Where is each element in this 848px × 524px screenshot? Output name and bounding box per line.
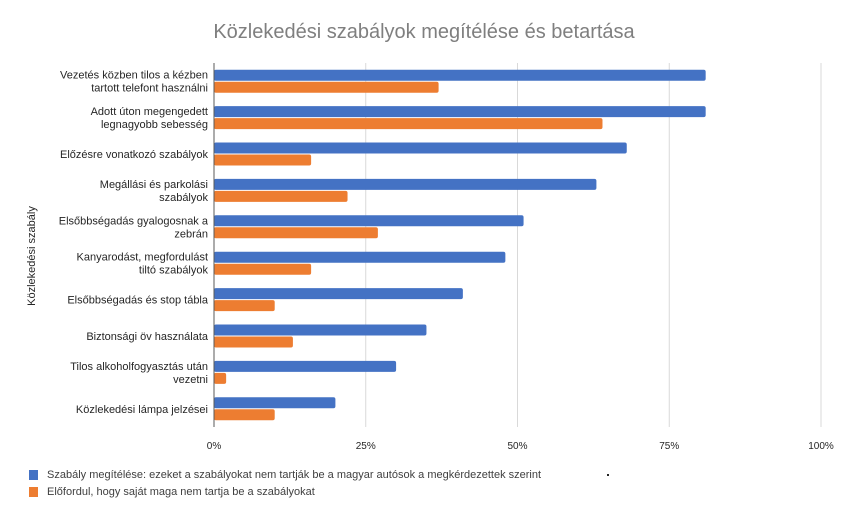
category-label: Előzésre vonatkozó szabályok (60, 149, 208, 161)
stray-dot (607, 474, 609, 476)
category-label: Tilos alkoholfogyasztás után (70, 361, 208, 373)
category-label: zebrán (174, 228, 208, 240)
x-tick-label: 0% (207, 441, 222, 452)
bar-series-1[interactable] (214, 69, 706, 81)
bar-series-2[interactable] (214, 300, 275, 312)
bar-series-1[interactable] (214, 397, 336, 409)
x-tick-label: 50% (507, 441, 527, 452)
legend-swatch-orange (29, 486, 38, 497)
category-label: szabályok (159, 192, 208, 204)
category-label: Elsőbbségadás és stop tábla (67, 295, 209, 307)
category-label: Kanyarodást, megfordulást (77, 252, 208, 264)
bar-series-2[interactable] (214, 154, 312, 166)
bar-series-2[interactable] (214, 263, 312, 275)
category-label: tartott telefont használni (91, 83, 208, 95)
bar-series-2[interactable] (214, 372, 227, 384)
bar-series-2[interactable] (214, 409, 275, 421)
bar-series-2[interactable] (214, 336, 293, 348)
x-tick-label: 100% (808, 441, 834, 452)
legend-item-series-2[interactable]: Előfordul, hogy saját maga nem tartja be… (29, 483, 541, 500)
legend-label: Előfordul, hogy saját maga nem tartja be… (47, 485, 315, 498)
category-label: Közlekedési lámpa jelzései (76, 404, 208, 416)
bar-series-2[interactable] (214, 118, 603, 130)
bar-series-1[interactable] (214, 324, 427, 336)
bar-series-1[interactable] (214, 215, 524, 227)
bar-series-2[interactable] (214, 190, 348, 202)
category-label: vezetni (173, 374, 208, 386)
category-label: Megállási és parkolási (100, 179, 208, 191)
category-label: Biztonsági öv használata (86, 331, 209, 343)
legend-swatch-blue (29, 469, 38, 480)
bar-series-2[interactable] (214, 81, 439, 93)
bar-series-1[interactable] (214, 251, 506, 263)
chart-title: Közlekedési szabályok megítélése és beta… (213, 21, 635, 43)
legend-item-series-1[interactable]: Szabály megítélése: ezeket a szabályokat… (29, 466, 541, 483)
category-label: Vezetés közben tilos a kézben (60, 70, 208, 82)
x-tick-label: 25% (356, 441, 376, 452)
category-label: Adott úton megengedett (91, 106, 208, 118)
x-tick-label: 75% (659, 441, 679, 452)
bar-series-1[interactable] (214, 106, 706, 118)
legend-label: Szabály megítélése: ezeket a szabályokat… (47, 468, 542, 481)
bar-series-1[interactable] (214, 142, 627, 154)
bar-series-1[interactable] (214, 178, 597, 190)
bar-series-1[interactable] (214, 288, 463, 300)
category-label: tiltó szabályok (139, 265, 209, 277)
bar-series-2[interactable] (214, 227, 378, 239)
legend: Szabály megítélése: ezeket a szabályokat… (29, 466, 541, 500)
category-label: Elsőbbségadás gyalogosnak a (59, 215, 209, 227)
category-label: legnagyobb sebesség (101, 119, 208, 131)
bar-series-1[interactable] (214, 360, 397, 372)
